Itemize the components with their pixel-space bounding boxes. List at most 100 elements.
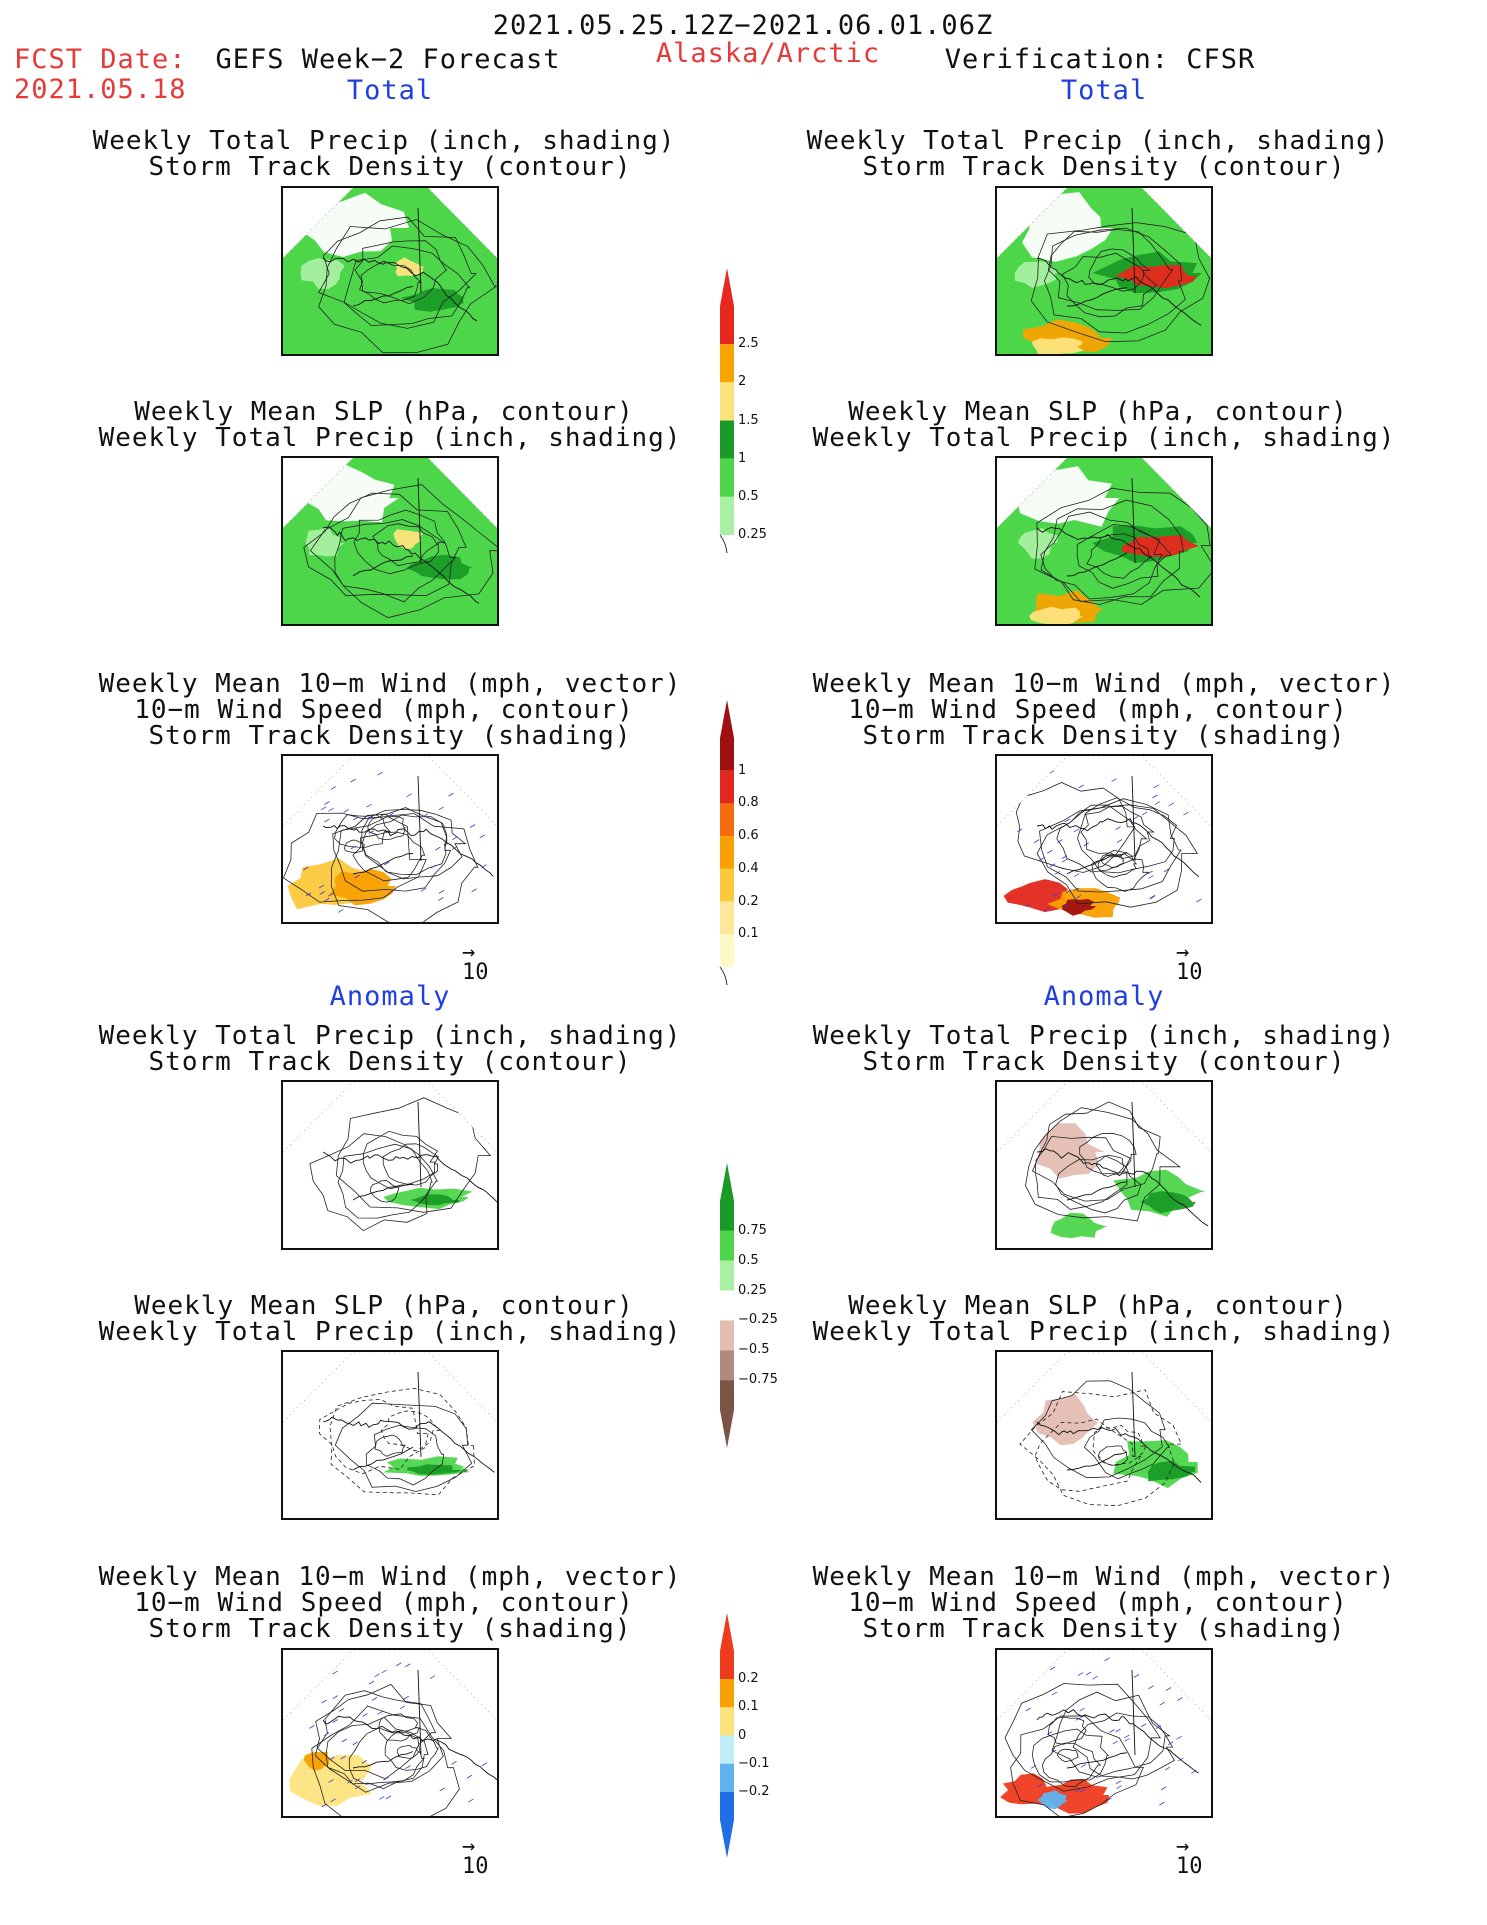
wind-vector bbox=[1147, 870, 1153, 875]
contour-line bbox=[309, 1133, 438, 1232]
wind-vector bbox=[1153, 784, 1159, 789]
vector-reference-anom-forecast: → 10 bbox=[462, 1836, 489, 1880]
wind-vector bbox=[1112, 1740, 1118, 1745]
title-wind-line2: 10−m Wind Speed (mph, contour) bbox=[134, 695, 634, 725]
wind-vector bbox=[328, 807, 334, 812]
wind-vector bbox=[1124, 1738, 1130, 1742]
contour-line bbox=[1077, 797, 1177, 874]
wind-vector bbox=[328, 1779, 334, 1783]
title-wind-line1: Weekly Mean 10−m Wind (mph, vector) bbox=[812, 669, 1396, 699]
title-precip-track-line2: Storm Track Density (contour) bbox=[862, 152, 1346, 182]
border-line bbox=[1131, 477, 1136, 564]
wind-vector bbox=[1043, 907, 1049, 912]
wind-vector bbox=[383, 1776, 389, 1781]
wind-vector bbox=[321, 1803, 327, 1808]
contour-line bbox=[1086, 533, 1153, 579]
map-total-wind-forecast bbox=[281, 754, 499, 924]
title-wind-line3: Storm Track Density (shading) bbox=[862, 1614, 1346, 1644]
aleutian-coastline bbox=[352, 1183, 414, 1201]
wind-vector bbox=[1051, 1749, 1057, 1754]
contour-line bbox=[318, 1398, 429, 1475]
wind-vector bbox=[338, 909, 344, 913]
vector-reference-label: 10 bbox=[462, 1854, 489, 1879]
contour-line bbox=[1040, 511, 1163, 600]
wind-vector bbox=[1025, 1707, 1031, 1712]
section-anomaly-left: Anomaly bbox=[329, 981, 451, 1012]
wind-vector bbox=[352, 1741, 359, 1746]
wind-vector bbox=[1075, 894, 1082, 899]
wind-vector bbox=[1148, 875, 1154, 879]
wind-vector bbox=[1115, 1728, 1121, 1733]
contour-line bbox=[1040, 499, 1184, 605]
wind-vector bbox=[438, 806, 444, 811]
border-line bbox=[417, 1371, 422, 1458]
wind-vector bbox=[1092, 1675, 1098, 1680]
border-line bbox=[1131, 207, 1136, 294]
map-total-precip-track-verification bbox=[995, 186, 1213, 356]
wind-vector bbox=[1190, 1687, 1197, 1692]
colorbar-segment bbox=[720, 496, 734, 535]
map-anom-slp-precip-forecast bbox=[281, 1350, 499, 1520]
contour-line bbox=[1072, 1712, 1175, 1780]
precip-deficit-area bbox=[1036, 1123, 1105, 1179]
precip-light-area bbox=[300, 258, 345, 290]
wind-vector bbox=[1083, 842, 1089, 847]
wind-vector bbox=[1073, 887, 1080, 892]
wind-vector bbox=[384, 861, 390, 866]
wind-vector bbox=[354, 874, 360, 879]
title-precip-track-line1: Weekly Total Precip (inch, shading) bbox=[812, 1021, 1396, 1051]
map-total-precip-track-forecast bbox=[281, 186, 499, 356]
wind-vector bbox=[361, 1760, 368, 1764]
wind-vector bbox=[1159, 1701, 1165, 1706]
coastline bbox=[1036, 527, 1201, 598]
wind-vector bbox=[332, 1695, 338, 1699]
contour-line bbox=[334, 519, 457, 603]
title-slp-precip-line1: Weekly Mean SLP (hPa, contour) bbox=[848, 1291, 1348, 1321]
wind-vector bbox=[305, 892, 312, 897]
coastline bbox=[1036, 1421, 1202, 1483]
precip-moderate-area bbox=[393, 529, 424, 549]
contour-line bbox=[311, 1705, 460, 1816]
wind-vector bbox=[354, 1785, 361, 1790]
aleutian-coastline bbox=[1066, 1752, 1128, 1769]
wind-vector bbox=[338, 1708, 345, 1712]
aleutian-coastline bbox=[1066, 1451, 1128, 1471]
wind-vector bbox=[1062, 904, 1068, 908]
wind-vector bbox=[1025, 903, 1031, 907]
aleutian-coastline bbox=[1066, 851, 1128, 875]
wind-vector bbox=[1047, 849, 1053, 854]
colorbar-segment bbox=[720, 901, 734, 935]
title-wind-line1: Weekly Mean 10−m Wind (mph, vector) bbox=[98, 669, 682, 699]
storm-track-anomaly-area bbox=[1000, 1773, 1053, 1805]
coastline bbox=[1036, 1148, 1209, 1227]
contour-line bbox=[1036, 804, 1199, 908]
colorbar-storm-track-anomaly: 0.2 0.1 0 −0.1 −0.2 bbox=[718, 1613, 808, 1858]
colorbar-segment bbox=[720, 803, 734, 837]
wind-vector bbox=[350, 845, 356, 850]
vector-reference-total-verification: → 10 bbox=[1176, 942, 1203, 986]
wind-vector bbox=[429, 1675, 436, 1680]
wind-vector bbox=[1034, 839, 1040, 843]
wind-vector bbox=[479, 834, 485, 839]
wind-vector bbox=[1111, 778, 1117, 782]
vector-reference-label: 10 bbox=[1176, 960, 1203, 985]
colorbar-segment bbox=[720, 934, 734, 967]
colorbar-tick-label: −0.1 bbox=[738, 1755, 770, 1771]
contour-line bbox=[1055, 1155, 1142, 1214]
wind-vector bbox=[1085, 1671, 1092, 1676]
map-anom-precip-track-forecast bbox=[281, 1080, 499, 1250]
aleutian-coastline bbox=[1066, 552, 1128, 577]
wind-vector bbox=[460, 1664, 467, 1669]
contour-line bbox=[318, 219, 497, 354]
wind-vector bbox=[1124, 1734, 1130, 1739]
wind-vector bbox=[1017, 828, 1023, 833]
wind-vector bbox=[1030, 1765, 1037, 1769]
contour-line bbox=[329, 1387, 475, 1496]
colorbar-tick-label: 0.1 bbox=[738, 926, 759, 942]
contour-line bbox=[365, 1424, 445, 1486]
wind-vector bbox=[377, 771, 383, 776]
contour-line bbox=[367, 813, 406, 841]
border-line bbox=[1131, 775, 1136, 862]
wind-vector bbox=[435, 846, 441, 851]
colorbar-precip-anomaly: 0.75 0.5 0.25 −0.25 −0.5 −0.75 bbox=[718, 1163, 808, 1448]
